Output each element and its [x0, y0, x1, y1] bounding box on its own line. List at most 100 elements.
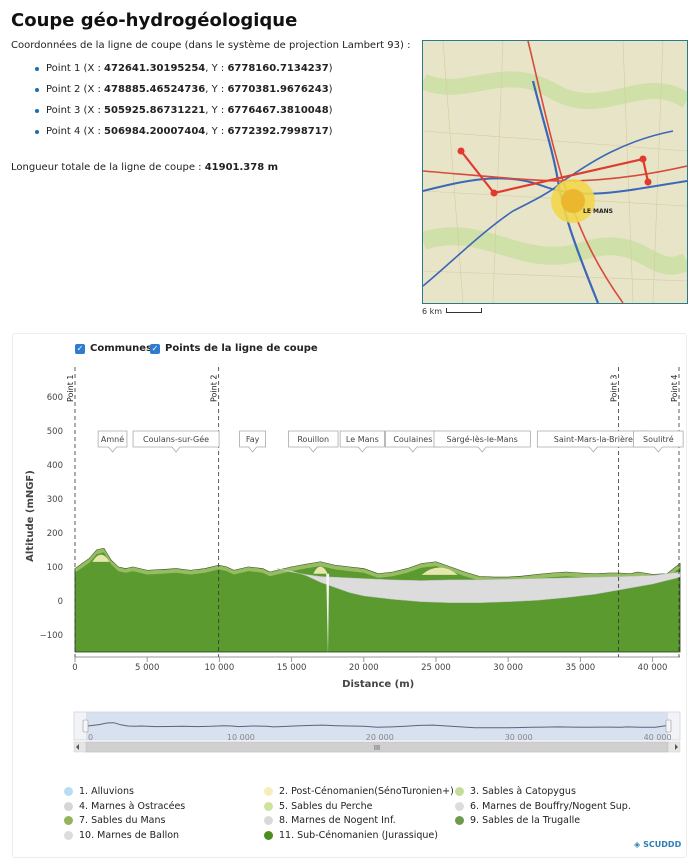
section-point-label: Point 4 — [670, 375, 679, 403]
legend-label: 8. Marnes de Nogent Inf. — [279, 815, 396, 826]
commune-callout: Coulaines — [385, 430, 441, 453]
point-item: Point 2 (X : 478885.46524736, Y : 677038… — [35, 83, 333, 104]
commune-callout-box — [288, 430, 339, 453]
navigator-scrollbar-grip: III — [374, 744, 380, 752]
navigator[interactable] — [74, 712, 680, 752]
scroll-right-arrow-icon — [675, 744, 678, 750]
page-title: Coupe géo-hydrogéologique — [11, 10, 298, 31]
point-end: ) — [328, 84, 333, 95]
point-sep: , Y : — [205, 126, 228, 137]
scale-bar — [446, 308, 483, 313]
y-tick-label: −100 — [40, 631, 63, 641]
legend-item[interactable]: 7. Sables du Mans — [64, 815, 165, 826]
communes-checkbox[interactable]: ✓ Communes — [75, 343, 152, 354]
legend-item[interactable]: 8. Marnes de Nogent Inf. — [264, 815, 396, 826]
bullet-icon — [35, 88, 39, 92]
commune-callout: Saint-Mars-la-Brière — [536, 430, 650, 453]
legend-label: 10. Marnes de Ballon — [79, 829, 180, 841]
legend-item[interactable]: 6. Marnes de Bouffry/Nogent Sup. — [455, 801, 631, 812]
checkbox-checked-icon: ✓ — [75, 343, 85, 354]
navigator-scrollbar-thumb — [85, 741, 669, 753]
legend-item[interactable]: 9. Sables de la Trugalle — [455, 815, 580, 826]
map-scale: 6 km — [422, 307, 483, 316]
commune-label: Soulitré — [643, 434, 674, 444]
point-y: 6770381.9676243 — [227, 84, 329, 95]
legend-item[interactable]: 4. Marnes à Ostracées — [64, 801, 185, 812]
terrain-layer-area — [74, 547, 681, 653]
legend-label: 1. Alluvions — [79, 786, 134, 797]
commune-callout-box — [132, 430, 220, 453]
commune-label: Coulaines — [393, 435, 432, 444]
scale-label: 6 km — [422, 307, 443, 316]
x-tick-label: 20 000 — [349, 663, 379, 673]
legend-label: 6. Marnes de Bouffry/Nogent Sup. — [470, 800, 631, 812]
y-tick-label: 0 — [58, 597, 63, 607]
navigator-series-line — [85, 722, 669, 729]
point-y: 6772392.7998717 — [227, 126, 329, 137]
legend-item[interactable]: 10. Marnes de Ballon — [64, 830, 179, 841]
bullet-icon — [35, 67, 39, 71]
commune-label: Le Mans — [346, 435, 379, 444]
legend-item[interactable]: 5. Sables du Perche — [264, 801, 373, 812]
total-length: Longueur totale de la ligne de coupe : 4… — [11, 162, 278, 173]
points-list: Point 1 (X : 472641.30195254, Y : 677816… — [35, 62, 333, 146]
points-checkbox[interactable]: ✓ Points de la ligne de coupe — [150, 343, 318, 354]
x-tick-label: 35 000 — [565, 663, 595, 673]
commune-callout: Soulitré — [633, 430, 684, 453]
legend-swatch-icon — [455, 816, 464, 825]
legend-item[interactable]: 1. Alluvions — [64, 786, 134, 797]
legend-item[interactable]: 3. Sables à Catopygus — [455, 786, 576, 797]
scroll-left-arrow-icon — [76, 744, 79, 750]
commune-label: Sargé-lès-le-Mans — [447, 434, 518, 444]
commune-label: Amné — [101, 434, 124, 444]
commune-callout-box — [433, 430, 531, 453]
legend-swatch-icon — [64, 830, 73, 840]
length-value: 41901.378 m — [204, 162, 279, 173]
x-tick-label: 30 000 — [493, 663, 523, 673]
commune-label: Rouillon — [297, 435, 329, 444]
map-image: LE MANS — [423, 41, 687, 303]
section-point-label: Point 3 — [610, 375, 619, 403]
commune-callout-box — [339, 430, 385, 453]
point-label: Point 2 (X : — [46, 84, 105, 95]
commune-label: Coulans-sur-Gée — [143, 434, 209, 444]
map-view[interactable]: LE MANS — [422, 40, 688, 304]
x-tick-label: 25 000 — [421, 663, 451, 673]
bullet-icon — [35, 109, 39, 113]
legend-label: 2. Post-Cénomanien(SénoTuronien+) — [279, 786, 454, 797]
brand-label: SCUDDD — [643, 840, 682, 849]
point-end: ) — [328, 126, 333, 137]
legend-item[interactable]: 2. Post-Cénomanien(SénoTuronien+) — [264, 786, 454, 797]
point-y: 6776467.3810048 — [227, 105, 329, 116]
commune-callout: Fay — [239, 430, 266, 453]
point-item: Point 3 (X : 505925.86731221, Y : 677646… — [35, 104, 333, 125]
point-label: Point 4 (X : — [46, 126, 105, 137]
legend-label: 3. Sables à Catopygus — [470, 786, 576, 797]
post-cenomanian-area — [313, 566, 328, 574]
legend-item[interactable]: 11. Sub-Cénomanien (Jurassique) — [264, 830, 438, 841]
commune-callout: Le Mans — [339, 430, 385, 453]
point-item: Point 1 (X : 472641.30195254, Y : 677816… — [35, 62, 333, 83]
legend-swatch-icon — [64, 787, 73, 796]
legend-swatch-icon — [64, 816, 73, 825]
legend-swatch-icon — [455, 801, 464, 811]
x-axis-label: Distance (m) — [342, 679, 414, 690]
y-tick-label: 100 — [47, 563, 63, 573]
y-tick-label: 200 — [47, 529, 63, 539]
post-cenomanian-area — [421, 567, 458, 575]
x-tick-label: 10 000 — [205, 663, 235, 673]
x-tick-label: 40 000 — [638, 663, 668, 673]
commune-callout: Rouillon — [288, 430, 339, 453]
point-x: 506984.20007404 — [104, 126, 206, 137]
navigator-tick-label: 10 000 — [227, 733, 255, 742]
coordinates-intro: Coordonnées de la ligne de coupe (dans l… — [11, 40, 411, 51]
sand-layer-area — [75, 548, 680, 582]
commune-label: Saint-Mars-la-Brière — [554, 434, 633, 444]
point-label: Point 1 (X : — [46, 63, 105, 74]
x-tick-label: 0 — [72, 663, 77, 673]
commune-label: Fay — [246, 435, 260, 444]
brand-icon: ◈ — [634, 840, 641, 849]
navigator-tick-label: 20 000 — [366, 733, 394, 742]
y-tick-label: 600 — [47, 393, 63, 403]
